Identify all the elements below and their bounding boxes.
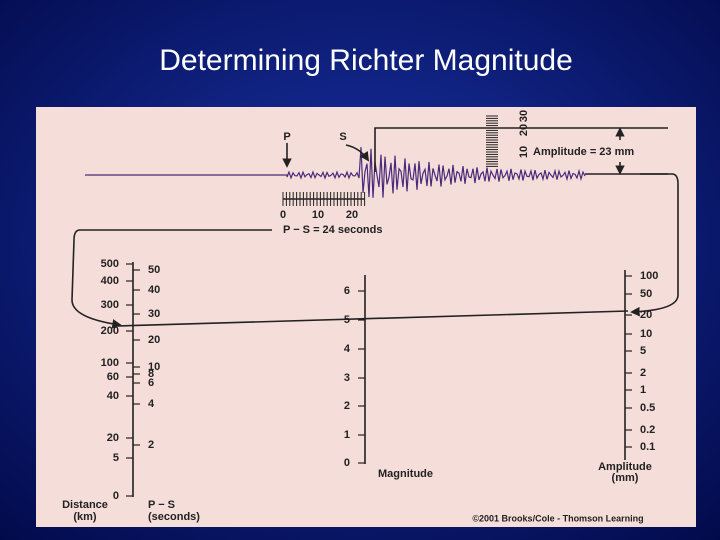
- scale-label: 50: [640, 288, 652, 300]
- scale-label: 1: [344, 429, 350, 441]
- distance-connector: [71, 229, 272, 329]
- seismogram-trace: [85, 147, 586, 198]
- ps-scale-label: P − S: [148, 499, 175, 511]
- distance-label: (km): [73, 511, 97, 523]
- ruler-tick-label: 10: [518, 146, 530, 158]
- scale-label: 2: [148, 439, 154, 451]
- ruler-tick-label: 30: [518, 110, 530, 122]
- scale-label: 300: [101, 299, 119, 311]
- amplitude-reading: Amplitude = 23 mm: [533, 146, 634, 158]
- scale-label: 20: [148, 334, 160, 346]
- scale-label: 100: [640, 270, 658, 282]
- distance-label: Distance: [62, 499, 108, 511]
- scale-label: 500: [101, 258, 119, 270]
- scale-label: 20: [640, 309, 652, 321]
- amplitude-scale-label: (mm): [612, 472, 639, 484]
- amplitude-scale-label: Amplitude: [598, 461, 652, 473]
- scale-label: 0.5: [640, 402, 655, 414]
- scale-label: 6: [344, 285, 350, 297]
- ruler-tick-label: 20: [518, 124, 530, 136]
- scale-label: 6: [148, 377, 154, 389]
- p-label: P: [283, 131, 290, 143]
- scale-label: 4: [148, 398, 155, 410]
- scale-label: 200: [101, 325, 119, 337]
- reading-line: [117, 310, 629, 327]
- scale-label: 0: [113, 490, 119, 502]
- scale-label: 5: [640, 345, 646, 357]
- scale-label: 10: [640, 328, 652, 340]
- scale-label: 3: [344, 372, 350, 384]
- scale-label: 100: [101, 357, 119, 369]
- scale-label: 30: [148, 308, 160, 320]
- scale-label: 2: [640, 367, 646, 379]
- time-tick-label: 10: [312, 209, 324, 221]
- scale-label: 50: [148, 264, 160, 276]
- scale-label: 0.2: [640, 424, 655, 436]
- time-tick-label: 20: [346, 209, 358, 221]
- figure-panel: [36, 107, 696, 527]
- amplitude-connector: [630, 173, 679, 317]
- scale-label: 1: [640, 384, 646, 396]
- ps-label: P − S = 24 seconds: [283, 224, 382, 236]
- scale-label: 4: [344, 343, 351, 355]
- credit: ©2001 Brooks/Cole - Thomson Learning: [472, 513, 643, 523]
- slide-title: Determining Richter Magnitude: [159, 44, 573, 77]
- s-label: S: [339, 131, 346, 143]
- scale-label: 20: [107, 432, 119, 444]
- magnitude-label: Magnitude: [378, 468, 433, 480]
- amplitude-top-line: [374, 127, 668, 172]
- scale-label: 8: [148, 368, 154, 380]
- scale-label: 2: [344, 400, 350, 412]
- scale-label: 5: [113, 452, 119, 464]
- s-arrow: [345, 144, 370, 162]
- scale-label: 0.1: [640, 441, 655, 453]
- scale-label: 60: [107, 371, 119, 383]
- scale-label: 0: [344, 457, 350, 469]
- scale-label: 40: [107, 390, 119, 402]
- scale-label: 40: [148, 284, 160, 296]
- scale-label: 10: [148, 361, 160, 373]
- nomogram: P S P − S = 24 seconds Amplitude = 23 mm…: [62, 110, 679, 523]
- scale-label: 5: [344, 314, 350, 326]
- ps-scale-label: (seconds): [148, 511, 200, 523]
- scale-label: 400: [101, 275, 119, 287]
- time-tick-label: 0: [280, 209, 286, 221]
